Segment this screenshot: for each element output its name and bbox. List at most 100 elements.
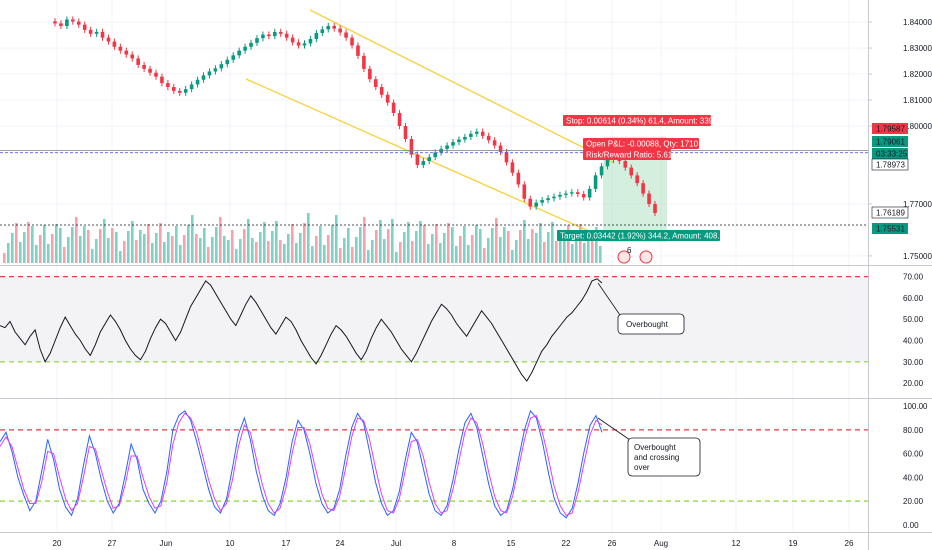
volume-bar <box>35 245 38 263</box>
volume-bar <box>263 222 266 263</box>
volume-bar <box>135 240 138 263</box>
volume-bar <box>171 236 174 263</box>
candle-body <box>177 90 182 93</box>
candle-body <box>552 196 556 199</box>
stochastic-panel[interactable]: 100.00 80.00 60.00 40.00 20.00 0.00 Overbought… <box>0 402 928 530</box>
price-tag: 1.75531 <box>876 225 905 234</box>
candle-body <box>130 54 135 59</box>
candle-body <box>237 50 241 56</box>
candle-body <box>213 68 218 72</box>
volume-bar <box>591 237 594 263</box>
volume-bar <box>99 229 102 263</box>
volume-bar <box>47 244 50 263</box>
candle-body <box>445 145 449 149</box>
candle-body <box>106 37 111 42</box>
time-tick-label: 8 <box>452 539 457 548</box>
volume-bar <box>463 226 466 263</box>
event-icons[interactable]: 6 <box>617 246 653 264</box>
candle-body <box>504 151 509 163</box>
candle-body <box>397 113 402 127</box>
volume-bar <box>547 232 550 263</box>
volume-bar <box>563 235 566 263</box>
risk-reward-label: Risk/Reward Ratio: 5.61 <box>586 151 673 160</box>
candle-body <box>302 43 307 46</box>
time-axis[interactable]: 20 27 Jun 10 17 24 Jul 8 15 22 26 Aug 12 19 26 <box>53 539 854 548</box>
rsi-band <box>0 276 868 362</box>
volume-bar <box>327 235 330 263</box>
candle-body <box>308 38 313 44</box>
candle-body <box>564 193 568 195</box>
volume-bar <box>303 223 306 263</box>
candle-body <box>183 89 188 93</box>
volume-bar <box>235 249 238 263</box>
price-tag-bg <box>872 148 908 159</box>
candle-body <box>326 25 331 30</box>
candle-body <box>575 192 580 195</box>
volume-bar <box>315 236 318 263</box>
volume-bar <box>595 227 598 263</box>
volume-bar <box>431 234 434 263</box>
volume-bar <box>91 249 94 263</box>
time-tick-label: 10 <box>226 539 235 548</box>
volume-bar <box>355 237 358 263</box>
volume-bar <box>283 244 286 263</box>
volume-bar <box>459 236 462 263</box>
candle-body <box>273 31 277 37</box>
time-tick-label: 20 <box>53 539 62 548</box>
candle-body <box>379 87 384 95</box>
candle-body <box>528 198 533 207</box>
volume-bar <box>411 241 414 263</box>
rsi-tick-label: 50.00 <box>903 315 924 324</box>
volume-bar <box>339 248 342 263</box>
price-tick-label: 1.80000 <box>903 122 932 131</box>
volume-bar <box>195 234 198 263</box>
candle-body <box>76 21 81 25</box>
candle-body <box>82 24 87 30</box>
candle-body <box>136 58 140 65</box>
volume-bar <box>79 236 82 263</box>
volume-bar <box>383 239 386 263</box>
candle-body <box>486 135 491 141</box>
price-panel[interactable]: Stop: 0.00614 (0.34%) 61.4, Amount: 339.… <box>0 9 868 264</box>
candle-body <box>255 38 259 43</box>
time-tick-label: 12 <box>732 539 741 548</box>
volume-bar <box>83 226 86 263</box>
price-tick-label: 1.81000 <box>903 96 932 105</box>
volume-bar <box>227 240 230 263</box>
candle-body <box>391 102 396 114</box>
volume-bar <box>419 221 422 263</box>
candle-body <box>385 94 390 103</box>
volume-bar <box>375 230 378 263</box>
pnl-label-bg <box>583 138 699 149</box>
candle-body <box>142 64 146 69</box>
volume-bar <box>367 250 370 263</box>
volume-bar <box>51 234 54 263</box>
time-tick-label: 26 <box>608 539 617 548</box>
volume-bar <box>451 227 454 263</box>
trend-channel[interactable] <box>245 9 615 237</box>
stoch-tick-label: 100.00 <box>903 402 928 411</box>
candle-body <box>427 157 432 162</box>
candle-body <box>284 33 289 38</box>
volume-bar <box>275 221 278 263</box>
candle-body <box>433 152 437 158</box>
time-tick-label: 22 <box>562 539 571 548</box>
price-axis[interactable]: 1.84000 1.83000 1.82000 1.81000 1.80000 1.770… <box>868 18 932 261</box>
stoch-tick-label: 40.00 <box>903 473 924 482</box>
candle-body <box>201 75 206 80</box>
candle-body <box>570 192 574 194</box>
candle-body <box>338 28 342 33</box>
candle-body <box>231 55 236 60</box>
price-level-lines <box>0 150 868 226</box>
volume-bar <box>67 237 70 263</box>
candle-body <box>267 34 271 37</box>
stoch-tick-label: 60.00 <box>903 450 924 459</box>
volume-bar <box>19 242 22 263</box>
volume-bar <box>163 242 166 263</box>
position-annotations[interactable]: Stop: 0.00614 (0.34%) 61.4, Amount: 339.… <box>557 115 729 241</box>
volume-bar <box>271 231 274 263</box>
volume-bar <box>499 237 502 263</box>
rsi-panel[interactable]: 70.00 60.00 50.00 40.00 30.00 20.00 Overbought <box>0 273 924 388</box>
candle-body <box>172 87 176 91</box>
